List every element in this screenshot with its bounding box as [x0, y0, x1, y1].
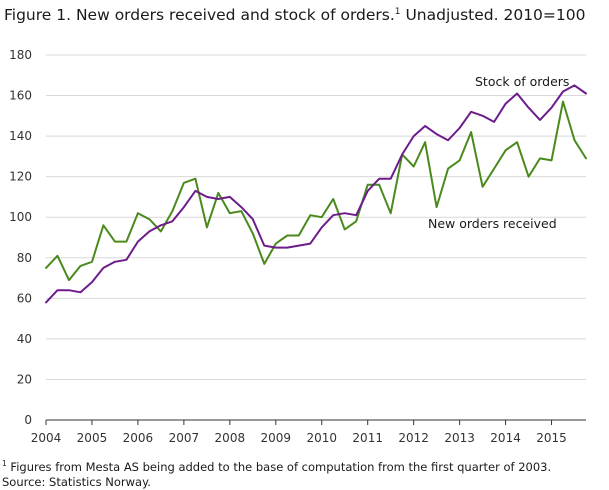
y-tick-label-0: 0: [24, 413, 32, 427]
x-tick-label-2004: 2004: [31, 431, 62, 445]
chart-title-main: Figure 1. New orders received and stock …: [4, 6, 395, 24]
x-axis: 2004 2005 2006 2007 2008 2009 2010 2011 2012 2013…: [31, 419, 586, 445]
y-tick-label-120: 120: [9, 170, 32, 184]
y-tick-label-180: 180: [9, 48, 32, 62]
series-labels: Stock of orders New orders received: [428, 74, 569, 231]
x-tick-label-2011: 2011: [352, 431, 383, 445]
x-tick-label-2014: 2014: [490, 431, 521, 445]
y-tick-label-60: 60: [17, 291, 32, 305]
gridlines: [46, 54, 586, 380]
chart-title: Figure 1. New orders received and stock …: [4, 6, 586, 24]
series-lines: [45, 84, 587, 304]
footnote-superscript: 1: [2, 459, 7, 468]
x-tick-label-2010: 2010: [306, 431, 337, 445]
y-tick-label-20: 20: [17, 372, 32, 386]
y-tick-label-40: 40: [17, 332, 32, 346]
footnote-line: 1 Figures from Mesta AS being added to t…: [2, 456, 551, 475]
y-tick-label-100: 100: [9, 210, 32, 224]
chart-title-superscript: 1: [394, 6, 401, 17]
x-tick-label-2007: 2007: [169, 431, 200, 445]
x-tick-label-2005: 2005: [77, 431, 108, 445]
y-tick-label-160: 160: [9, 89, 32, 103]
x-tick-label-2008: 2008: [215, 431, 246, 445]
x-tick-label-2009: 2009: [261, 431, 292, 445]
y-tick-label-80: 80: [17, 251, 32, 265]
x-tick-label-2013: 2013: [444, 431, 475, 445]
series-line-new-orders-received: [45, 100, 587, 282]
series-line-stock-of-orders: [45, 84, 587, 304]
x-tick-label-2015: 2015: [536, 431, 567, 445]
x-tick-label-2006: 2006: [123, 431, 154, 445]
series-label-new-orders-received: New orders received: [428, 216, 557, 231]
series-label-stock-of-orders: Stock of orders: [475, 74, 569, 89]
y-axis: 0 20 40 60 80 100 120 140 160 180: [9, 48, 32, 427]
x-tick-label-2012: 2012: [398, 431, 429, 445]
y-tick-label-140: 140: [9, 129, 32, 143]
chart-title-suffix: Unadjusted. 2010=100: [400, 6, 586, 24]
footnote: 1 Figures from Mesta AS being added to t…: [2, 456, 551, 490]
footnote-text: Figures from Mesta AS being added to the…: [6, 459, 552, 474]
source-line: Source: Statistics Norway.: [2, 474, 151, 489]
